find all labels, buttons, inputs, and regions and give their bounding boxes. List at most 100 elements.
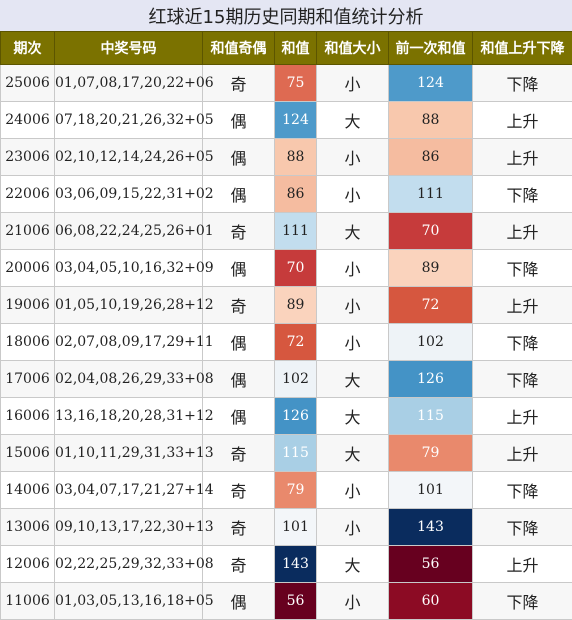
page-title: 红球近15期历史同期和值统计分析 (0, 0, 572, 32)
sum-cell: 56 (275, 583, 317, 620)
numbers-cell: 03,04,07,17,21,27+14 (55, 472, 203, 509)
period-cell: 12006 (1, 546, 55, 583)
prev-sum-cell: 126 (389, 361, 473, 398)
sum-cell: 89 (275, 287, 317, 324)
sum-cell: 115 (275, 435, 317, 472)
trend-cell: 上升 (473, 546, 572, 583)
prev-sum-cell: 88 (389, 102, 473, 139)
numbers-cell: 02,04,08,26,29,33+08 (55, 361, 203, 398)
sum-cell: 75 (275, 65, 317, 102)
sum-cell: 70 (275, 250, 317, 287)
trend-cell: 下降 (473, 176, 572, 213)
prev-sum-cell: 124 (389, 65, 473, 102)
period-cell: 24006 (1, 102, 55, 139)
sum-cell: 102 (275, 361, 317, 398)
size-cell: 大 (317, 546, 389, 583)
prev-sum-cell: 60 (389, 583, 473, 620)
size-cell: 大 (317, 213, 389, 250)
size-cell: 大 (317, 361, 389, 398)
header-size: 和值大小 (317, 32, 389, 65)
header-prev-sum: 前一次和值 (389, 32, 473, 65)
header-sum: 和值 (275, 32, 317, 65)
period-cell: 14006 (1, 472, 55, 509)
numbers-cell: 13,16,18,20,28,31+12 (55, 398, 203, 435)
size-cell: 小 (317, 250, 389, 287)
size-cell: 小 (317, 324, 389, 361)
period-cell: 15006 (1, 435, 55, 472)
trend-cell: 上升 (473, 435, 572, 472)
prev-sum-cell: 72 (389, 287, 473, 324)
trend-cell: 上升 (473, 287, 572, 324)
prev-sum-cell: 143 (389, 509, 473, 546)
trend-cell: 上升 (473, 213, 572, 250)
trend-cell: 下降 (473, 65, 572, 102)
period-cell: 19006 (1, 287, 55, 324)
sum-cell: 88 (275, 139, 317, 176)
prev-sum-cell: 89 (389, 250, 473, 287)
numbers-cell: 02,10,12,14,24,26+05 (55, 139, 203, 176)
numbers-cell: 02,07,08,09,17,29+11 (55, 324, 203, 361)
period-cell: 23006 (1, 139, 55, 176)
sum-cell: 126 (275, 398, 317, 435)
sum-cell: 143 (275, 546, 317, 583)
numbers-cell: 01,05,10,19,26,28+12 (55, 287, 203, 324)
numbers-cell: 01,03,05,13,16,18+05 (55, 583, 203, 620)
prev-sum-cell: 79 (389, 435, 473, 472)
sum-cell: 111 (275, 213, 317, 250)
header-trend: 和值上升下降 (473, 32, 572, 65)
trend-cell: 下降 (473, 324, 572, 361)
numbers-cell: 09,10,13,17,22,30+13 (55, 509, 203, 546)
prev-sum-cell: 115 (389, 398, 473, 435)
trend-cell: 上升 (473, 398, 572, 435)
trend-cell: 上升 (473, 102, 572, 139)
size-cell: 小 (317, 509, 389, 546)
sum-cell: 72 (275, 324, 317, 361)
period-cell: 22006 (1, 176, 55, 213)
trend-cell: 下降 (473, 583, 572, 620)
header-row: 期次 中奖号码 和值奇偶 和值 和值大小 前一次和值 和值上升下降 (1, 32, 572, 65)
prev-sum-cell: 70 (389, 213, 473, 250)
size-cell: 小 (317, 176, 389, 213)
numbers-cell: 03,04,05,10,16,32+09 (55, 250, 203, 287)
numbers-cell: 07,18,20,21,26,32+05 (55, 102, 203, 139)
period-cell: 13006 (1, 509, 55, 546)
period-cell: 16006 (1, 398, 55, 435)
trend-cell: 下降 (473, 472, 572, 509)
trend-cell: 下降 (473, 361, 572, 398)
sum-cell: 101 (275, 509, 317, 546)
period-cell: 17006 (1, 361, 55, 398)
prev-sum-cell: 111 (389, 176, 473, 213)
size-cell: 小 (317, 139, 389, 176)
period-cell: 11006 (1, 583, 55, 620)
header-numbers: 中奖号码 (55, 32, 203, 65)
period-cell: 18006 (1, 324, 55, 361)
prev-sum-cell: 101 (389, 472, 473, 509)
size-cell: 小 (317, 65, 389, 102)
prev-sum-cell: 102 (389, 324, 473, 361)
size-cell: 小 (317, 472, 389, 509)
trend-cell: 下降 (473, 250, 572, 287)
numbers-cell: 06,08,22,24,25,26+01 (55, 213, 203, 250)
size-cell: 大 (317, 398, 389, 435)
period-cell: 21006 (1, 213, 55, 250)
period-cell: 25006 (1, 65, 55, 102)
period-cell: 20006 (1, 250, 55, 287)
sum-cell: 124 (275, 102, 317, 139)
header-parity: 和值奇偶 (203, 32, 275, 65)
